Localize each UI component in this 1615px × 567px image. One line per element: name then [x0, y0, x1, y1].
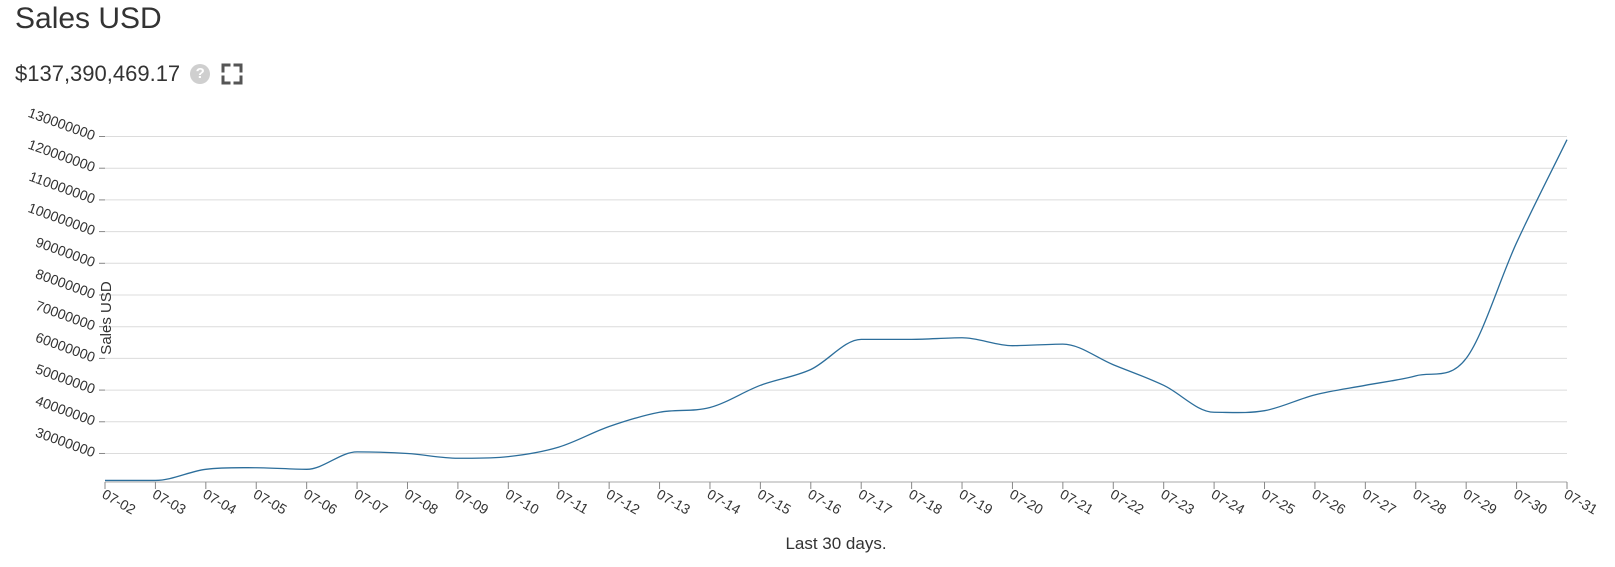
- x-tick-label: 07-30: [1511, 486, 1550, 518]
- x-tick-label: 07-06: [301, 486, 340, 518]
- x-tick-label: 07-28: [1410, 486, 1449, 518]
- x-tick-label: 07-09: [452, 486, 491, 518]
- y-tick-label: 30000000: [33, 424, 97, 460]
- x-tick-label: 07-25: [1259, 486, 1298, 518]
- x-tick-label: 07-22: [1108, 486, 1147, 518]
- x-tick-label: 07-07: [352, 486, 391, 518]
- x-tick-label: 07-05: [251, 486, 290, 518]
- y-tick-label: 40000000: [33, 392, 97, 428]
- y-tick-label: 100000000: [26, 199, 98, 238]
- x-tick-label: 07-24: [1209, 486, 1248, 518]
- y-tick-label: 60000000: [33, 329, 97, 365]
- summary-row: $137,390,469.17 ?: [15, 59, 244, 89]
- x-tick-label: 07-03: [150, 486, 189, 518]
- y-tick-label: 70000000: [33, 297, 97, 333]
- x-tick-label: 07-19: [957, 486, 996, 518]
- x-tick-label: 07-21: [1057, 486, 1096, 518]
- x-tick-label: 07-13: [654, 486, 693, 518]
- x-tick-label: 07-18: [906, 486, 945, 518]
- y-tick-label: 50000000: [33, 361, 97, 397]
- x-tick-label: 07-15: [755, 486, 794, 518]
- x-tick-label: 07-17: [856, 486, 895, 518]
- x-axis-title: Last 30 days.: [785, 534, 886, 553]
- fullscreen-icon[interactable]: [220, 62, 244, 86]
- x-tick-label: 07-23: [1158, 486, 1197, 518]
- x-tick-label: 07-16: [805, 486, 844, 518]
- expand-icon: [221, 63, 243, 85]
- x-tick-label: 07-27: [1360, 486, 1399, 518]
- x-tick-label: 07-31: [1562, 486, 1601, 518]
- x-tick-label: 07-10: [503, 486, 542, 518]
- x-tick-label: 07-14: [704, 486, 743, 518]
- y-tick-label: 80000000: [33, 265, 97, 301]
- x-tick-label: 07-20: [1007, 486, 1046, 518]
- x-tick-label: 07-02: [100, 486, 139, 518]
- x-tick-label: 07-08: [402, 486, 441, 518]
- x-tick-label: 07-11: [553, 486, 591, 517]
- x-tick-label: 07-12: [604, 486, 643, 518]
- y-axis-title: Sales USD: [98, 281, 115, 355]
- x-tick-label: 07-04: [200, 486, 239, 518]
- total-sales-value: $137,390,469.17: [15, 61, 181, 86]
- sales-series-line: [104, 139, 1568, 482]
- x-tick-label: 07-26: [1309, 486, 1348, 518]
- x-tick-label: 07-29: [1461, 486, 1500, 518]
- page-title: Sales USD: [15, 2, 162, 35]
- y-tick-label: 90000000: [33, 234, 97, 270]
- help-icon[interactable]: ?: [190, 64, 211, 84]
